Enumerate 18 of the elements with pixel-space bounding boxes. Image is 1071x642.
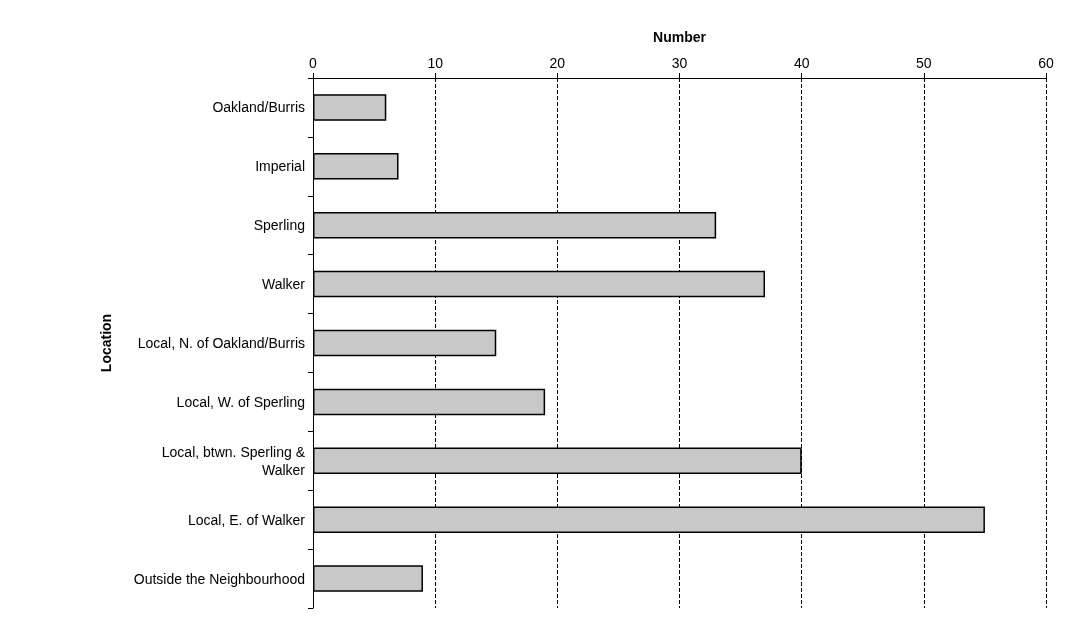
y-tick-label: Imperial (255, 158, 305, 175)
x-tick-label: 10 (427, 55, 444, 71)
y-tick-label: Oakland/Burris (212, 99, 305, 116)
y-tick-label: Local, W. of Sperling (176, 393, 305, 410)
x-tick-label: 20 (549, 55, 566, 71)
y-tick-label: Walker (261, 276, 306, 293)
x-tick-label: 50 (916, 55, 932, 71)
y-tick-label: Sperling (253, 217, 305, 234)
y-tick-label: Local, N. of Oakland/Burris (137, 335, 305, 351)
x-tick-label: 30 (671, 55, 688, 71)
y-tick-label: Local, btwn. Sperling & Walker (161, 443, 306, 478)
x-tick-label: 60 (1038, 55, 1054, 71)
y-tick-label: Local, E. of Walker (188, 511, 306, 528)
x-tick-label: 0 (309, 55, 318, 71)
x-axis-title: Number (653, 29, 707, 45)
y-tick-label: Outside the Neighbourhood (133, 570, 305, 587)
y-axis-title: Location (98, 313, 114, 373)
x-tick-label: 40 (793, 55, 810, 71)
